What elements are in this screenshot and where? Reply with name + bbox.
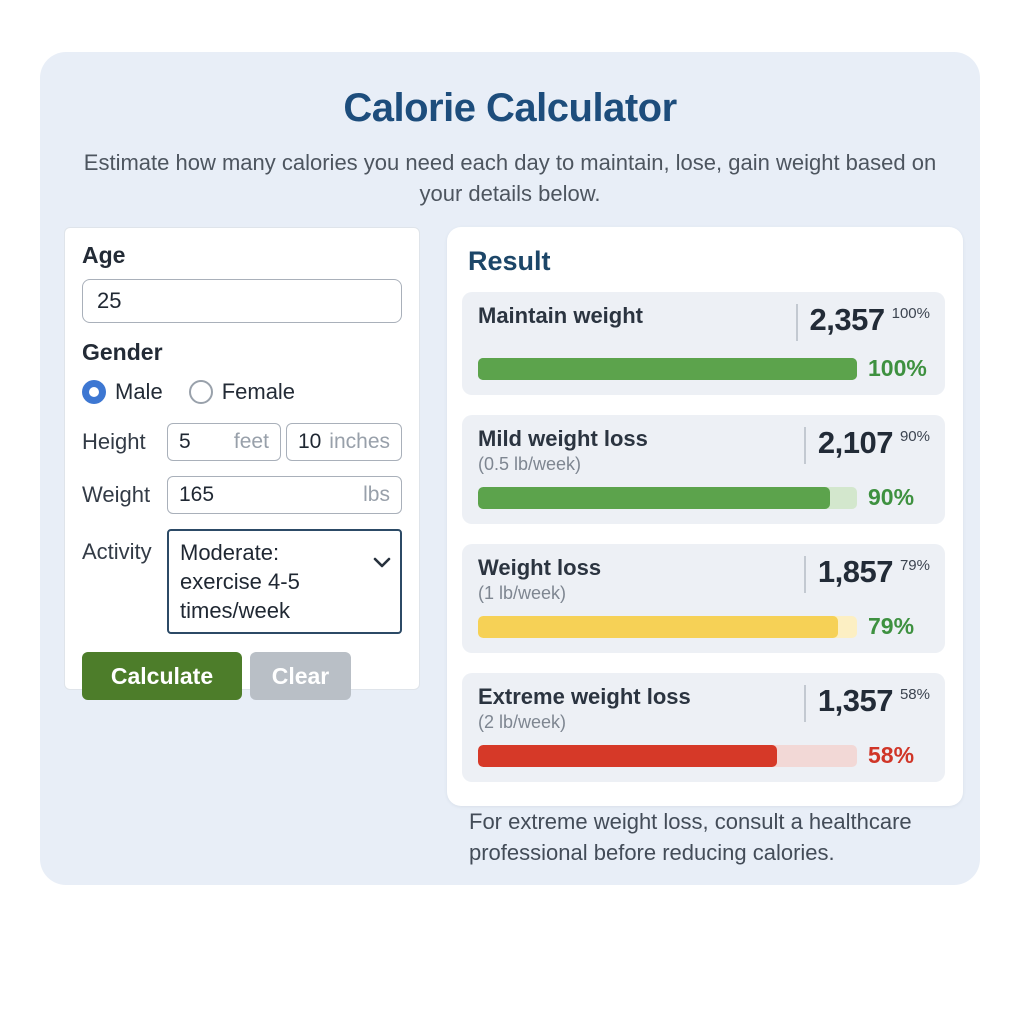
percent-superscript: 79% bbox=[899, 557, 930, 574]
result-row-maintain-weight: Maintain weight 2,357 100% 100% bbox=[462, 292, 945, 395]
age-value: 25 bbox=[97, 288, 122, 313]
activity-row: Activity Moderate: exercise 4-5 times/we… bbox=[82, 529, 402, 634]
divider bbox=[803, 427, 806, 464]
result-card: Result Maintain weight 2,357 100% 100% bbox=[447, 227, 963, 865]
calories-value: 1,357 bbox=[817, 683, 894, 718]
calorie-calculator-panel: Calorie Calculator Estimate how many cal… bbox=[40, 52, 980, 885]
age-label: Age bbox=[82, 242, 126, 268]
calculate-button[interactable]: Calculate bbox=[82, 652, 242, 700]
divider bbox=[795, 304, 798, 341]
percent-label: 58% bbox=[868, 742, 915, 768]
weight-row: Weight 165 lbs bbox=[82, 476, 402, 514]
divider bbox=[803, 685, 806, 722]
gender-radio-group: Male Female bbox=[82, 376, 402, 408]
page-subtitle: Estimate how many calories you need each… bbox=[83, 150, 937, 206]
result-row-extreme-weight-loss: Extreme weight loss (2 lb/week) 1,357 58… bbox=[462, 673, 945, 782]
result-sublabel: (1 lb/week) bbox=[478, 583, 567, 603]
percent-label: 79% bbox=[868, 613, 915, 639]
result-heading: Result bbox=[468, 246, 551, 276]
result-label: Maintain weight bbox=[478, 303, 643, 328]
female-radio-label[interactable]: Female bbox=[221, 379, 296, 404]
form-buttons: Calculate Clear bbox=[82, 652, 402, 700]
result-row-weight-loss: Weight loss (1 lb/week) 1,857 79% 79% bbox=[462, 544, 945, 653]
input-form-card: Age 25 Gender Male Female Height 5 feet … bbox=[64, 227, 420, 700]
lbs-unit-label: lbs bbox=[363, 483, 390, 506]
percent-label: 100% bbox=[868, 355, 927, 381]
percent-superscript: 90% bbox=[899, 428, 930, 445]
clear-button[interactable]: Clear bbox=[250, 652, 351, 700]
height-feet-value: 5 bbox=[179, 430, 191, 453]
result-sublabel: (0.5 lb/week) bbox=[478, 454, 582, 474]
page-title: Calorie Calculator bbox=[343, 86, 677, 130]
height-inches-value: 10 bbox=[297, 430, 322, 453]
calories-value: 2,357 bbox=[809, 302, 886, 337]
feet-unit-label: feet bbox=[233, 430, 269, 453]
inches-unit-label: inches bbox=[329, 430, 390, 453]
male-radio-label[interactable]: Male bbox=[115, 379, 163, 404]
activity-selected-value: Moderate: exercise 4-5 times/week bbox=[180, 540, 300, 623]
result-sublabel: (2 lb/week) bbox=[478, 712, 567, 732]
percent-label: 90% bbox=[868, 484, 915, 510]
result-label: Extreme weight loss bbox=[478, 684, 691, 709]
male-radio[interactable] bbox=[82, 380, 106, 404]
calories-value: 2,107 bbox=[817, 425, 894, 460]
height-inches-input[interactable]: 10 inches bbox=[285, 423, 402, 461]
extreme-loss-disclaimer: For extreme weight loss, consult a healt… bbox=[469, 809, 912, 865]
activity-label: Activity bbox=[82, 539, 152, 564]
height-label: Height bbox=[82, 429, 146, 454]
height-feet-input[interactable]: 5 feet bbox=[167, 423, 281, 461]
result-label: Weight loss bbox=[478, 555, 602, 580]
female-radio[interactable] bbox=[188, 380, 213, 404]
result-label: Mild weight loss bbox=[478, 426, 648, 451]
percent-superscript: 58% bbox=[899, 686, 930, 703]
progress-bar bbox=[478, 744, 857, 767]
calories-value: 1,857 bbox=[817, 554, 894, 589]
percent-superscript: 100% bbox=[891, 305, 930, 322]
weight-value: 165 bbox=[179, 483, 215, 506]
divider bbox=[803, 556, 806, 593]
progress-bar bbox=[478, 357, 857, 380]
weight-input[interactable]: 165 lbs bbox=[167, 476, 402, 514]
weight-label: Weight bbox=[82, 482, 151, 507]
chevron-down-icon bbox=[373, 546, 391, 575]
gender-label: Gender bbox=[82, 339, 163, 365]
progress-bar bbox=[478, 615, 857, 638]
height-row: Height 5 feet 10 inches bbox=[82, 423, 402, 461]
age-input[interactable]: 25 bbox=[82, 279, 402, 323]
progress-bar bbox=[478, 486, 857, 509]
activity-select[interactable]: Moderate: exercise 4-5 times/week bbox=[167, 529, 402, 634]
result-row-mild-weight-loss: Mild weight loss (0.5 lb/week) 2,107 90%… bbox=[462, 415, 945, 524]
